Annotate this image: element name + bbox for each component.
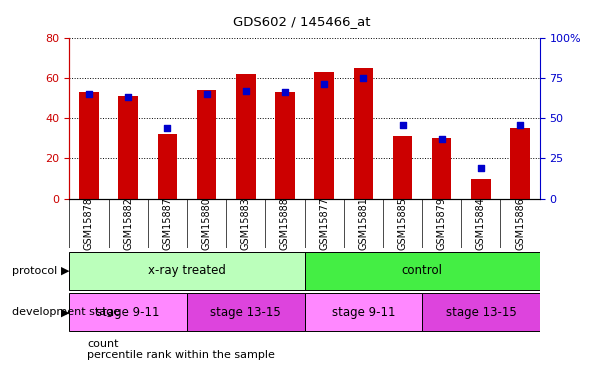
Point	[515, 122, 525, 128]
Bar	[314, 72, 334, 199]
Bar	[471, 178, 491, 199]
Text: ▶: ▶	[61, 266, 69, 276]
Text: GSM15885: GSM15885	[397, 196, 408, 250]
Point	[84, 91, 94, 97]
Bar	[275, 92, 295, 199]
Text: GSM15886: GSM15886	[515, 196, 525, 250]
Text: GSM15884: GSM15884	[476, 196, 486, 250]
Point	[320, 81, 329, 87]
Text: stage 13-15: stage 13-15	[446, 306, 516, 319]
Text: GSM15878: GSM15878	[84, 196, 94, 250]
Bar	[69, 293, 187, 331]
Text: GSM15879: GSM15879	[437, 196, 447, 250]
Point	[437, 136, 446, 142]
Bar	[422, 293, 540, 331]
Bar	[118, 96, 138, 199]
Bar	[393, 136, 412, 199]
Text: protocol: protocol	[12, 266, 57, 276]
Text: GSM15888: GSM15888	[280, 196, 290, 250]
Bar	[187, 293, 305, 331]
Point	[201, 91, 212, 97]
Text: GDS602 / 145466_at: GDS602 / 145466_at	[233, 15, 370, 28]
Text: control: control	[402, 264, 443, 278]
Bar	[353, 68, 373, 199]
Text: stage 13-15: stage 13-15	[210, 306, 281, 319]
Bar	[432, 138, 452, 199]
Text: ▶: ▶	[61, 307, 69, 317]
Bar	[69, 252, 305, 290]
Bar	[157, 134, 177, 199]
Text: percentile rank within the sample: percentile rank within the sample	[87, 350, 276, 360]
Text: GSM15887: GSM15887	[162, 196, 172, 250]
Point	[358, 75, 368, 81]
Bar	[197, 90, 216, 199]
Text: GSM15881: GSM15881	[358, 196, 368, 250]
Point	[476, 165, 486, 171]
Point	[162, 125, 172, 131]
Point	[241, 88, 251, 94]
Bar	[510, 128, 530, 199]
Bar	[305, 252, 540, 290]
Text: GSM15883: GSM15883	[241, 196, 251, 250]
Text: stage 9-11: stage 9-11	[96, 306, 160, 319]
Text: stage 9-11: stage 9-11	[332, 306, 395, 319]
Text: GSM15880: GSM15880	[201, 196, 212, 250]
Point	[280, 89, 290, 95]
Text: x-ray treated: x-ray treated	[148, 264, 226, 278]
Text: development stage: development stage	[12, 307, 120, 317]
Point	[398, 122, 408, 128]
Point	[123, 94, 133, 100]
Text: GSM15877: GSM15877	[319, 196, 329, 250]
Bar	[79, 92, 99, 199]
Text: GSM15882: GSM15882	[123, 196, 133, 250]
Bar	[236, 74, 256, 199]
Text: count: count	[87, 339, 119, 349]
Bar	[305, 293, 422, 331]
